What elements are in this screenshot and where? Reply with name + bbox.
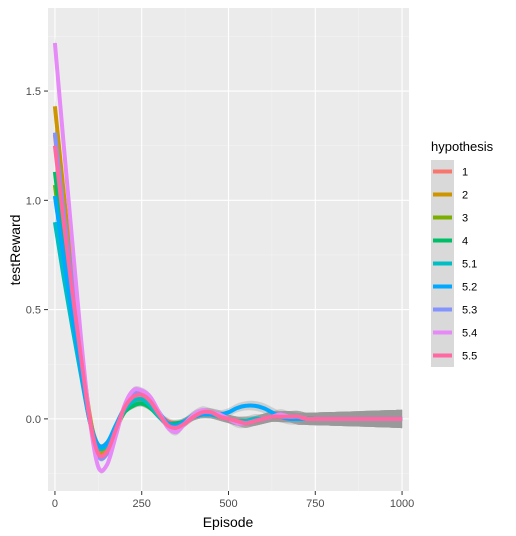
x-tick-label: 750 xyxy=(306,498,324,510)
legend-label-5.4: 5.4 xyxy=(462,328,477,340)
legend-label-5.1: 5.1 xyxy=(462,259,477,271)
ribbon-5.2 xyxy=(54,189,403,450)
ribbon-2 xyxy=(54,99,403,457)
legend-label-4: 4 xyxy=(462,236,468,248)
legend-title: hypothesis xyxy=(431,139,494,154)
legend-label-3: 3 xyxy=(462,213,468,225)
y-axis: 0.0 0.5 1.0 1.5 xyxy=(26,86,48,426)
y-axis-title: testReward xyxy=(7,215,23,286)
x-axis: 0 250 500 750 1000 xyxy=(52,491,414,510)
legend-label-5.3: 5.3 xyxy=(462,305,477,317)
y-tick-label: 0.0 xyxy=(26,414,41,426)
x-tick-label: 500 xyxy=(219,498,237,510)
legend-label-5.5: 5.5 xyxy=(462,351,477,363)
y-tick-label: 1.0 xyxy=(26,195,41,207)
x-tick-label: 0 xyxy=(52,498,58,510)
series-line-5.5 xyxy=(52,145,403,459)
x-tick-label: 250 xyxy=(133,498,151,510)
legend-label-5.2: 5.2 xyxy=(462,282,477,294)
legend-label-1: 1 xyxy=(462,167,468,179)
ribbon-3 xyxy=(54,178,403,453)
x-tick-label: 1000 xyxy=(390,498,414,510)
legend-label-2: 2 xyxy=(462,190,468,202)
legend: hypothesis 1 2 3 4 5.1 5.2 5.3 5.4 5.5 xyxy=(431,139,494,367)
series-lines xyxy=(52,42,403,473)
y-tick-label: 0.5 xyxy=(26,305,41,317)
y-tick-label: 1.5 xyxy=(26,86,41,98)
x-axis-title: Episode xyxy=(203,514,254,530)
